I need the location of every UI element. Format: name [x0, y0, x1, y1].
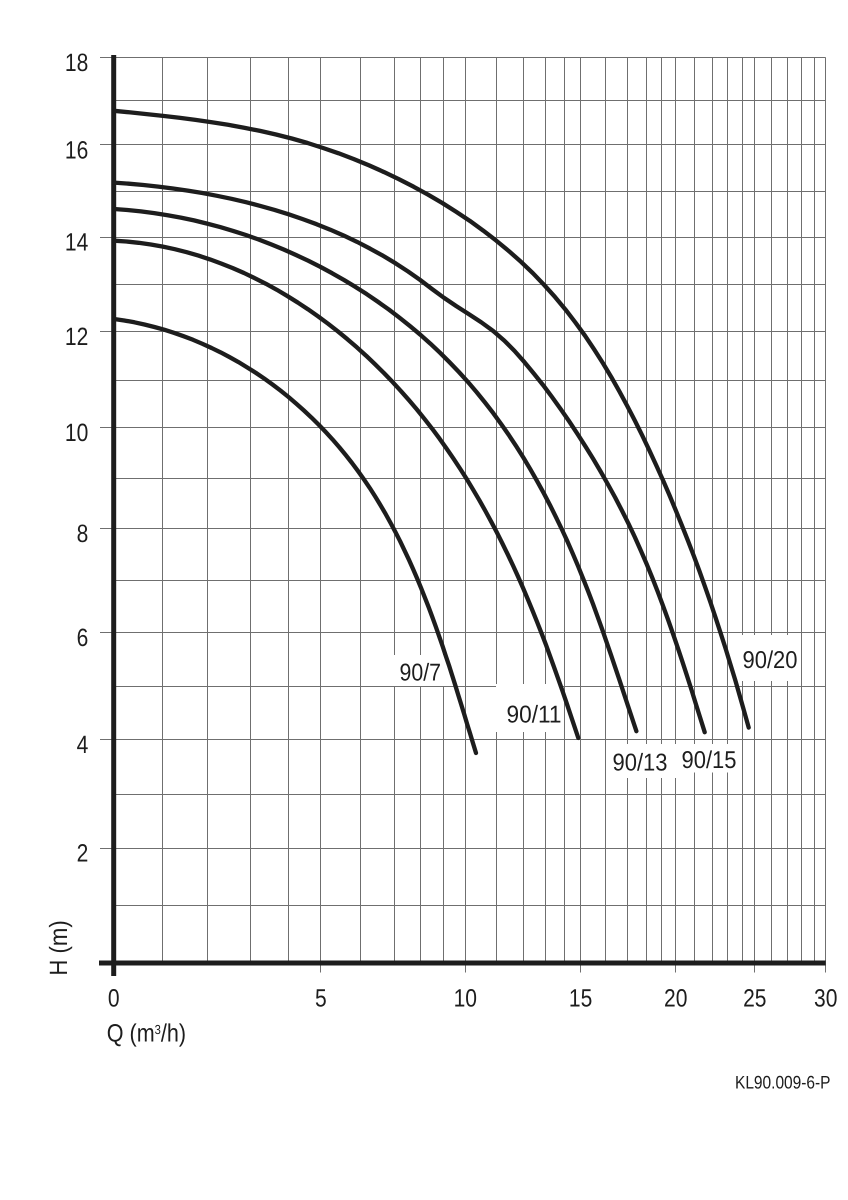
svg-text:90/20: 90/20: [743, 647, 798, 674]
svg-text:10: 10: [454, 985, 477, 1013]
svg-text:14: 14: [65, 229, 88, 257]
svg-text:KL90.009-6-P: KL90.009-6-P: [735, 1073, 831, 1093]
svg-text:Q (m3/h): Q (m3/h): [107, 1019, 186, 1047]
svg-text:25: 25: [743, 985, 766, 1013]
svg-text:6: 6: [77, 624, 89, 652]
svg-text:15: 15: [569, 985, 592, 1013]
svg-text:90/13: 90/13: [613, 750, 668, 777]
svg-text:8: 8: [77, 520, 89, 548]
svg-text:10: 10: [65, 419, 88, 447]
svg-text:90/15: 90/15: [682, 747, 737, 774]
svg-text:90/11: 90/11: [507, 702, 562, 729]
svg-text:5: 5: [315, 985, 327, 1013]
svg-text:0: 0: [108, 985, 120, 1013]
svg-text:30: 30: [814, 985, 837, 1013]
svg-text:20: 20: [664, 985, 687, 1013]
svg-text:4: 4: [77, 731, 89, 759]
svg-text:H (m): H (m): [45, 920, 73, 975]
svg-text:2: 2: [77, 840, 89, 868]
svg-text:90/7: 90/7: [400, 659, 442, 686]
svg-text:16: 16: [65, 136, 88, 164]
svg-text:18: 18: [65, 49, 88, 77]
svg-text:12: 12: [65, 323, 88, 351]
